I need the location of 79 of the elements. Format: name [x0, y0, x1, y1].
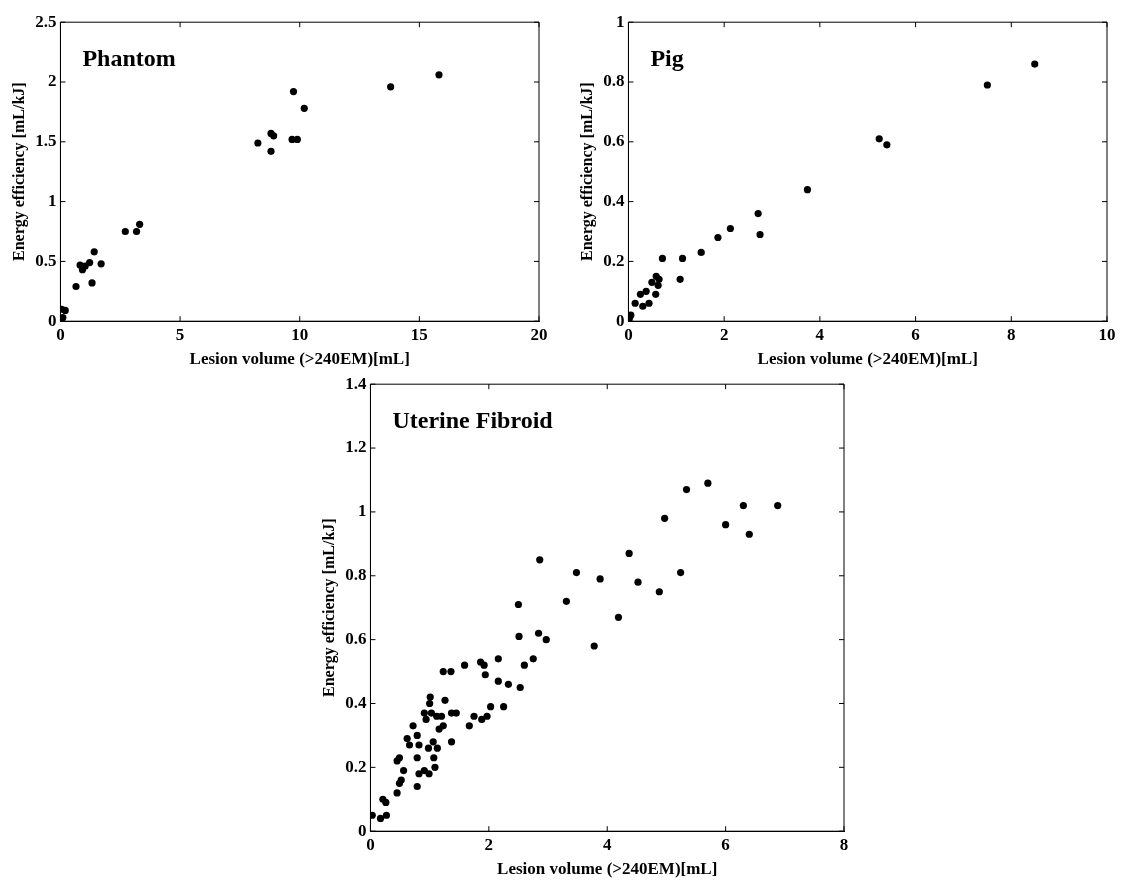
point — [300, 104, 308, 112]
x-tick-label: 4 — [815, 324, 825, 344]
point — [435, 71, 443, 79]
x-tick-label: 15 — [410, 324, 428, 344]
point — [293, 135, 301, 144]
x-tick-label: 6 — [721, 834, 730, 854]
point — [676, 275, 684, 283]
point — [754, 209, 762, 218]
y-tick-label: 2.5 — [35, 11, 57, 31]
x-axis-title: Lesion volume (>240EM)[mL] — [757, 349, 978, 369]
x-axis-title: Lesion volume (>240EM)[mL] — [497, 859, 718, 879]
x-tick-label: 2 — [484, 834, 494, 854]
point — [697, 248, 705, 257]
point — [678, 254, 687, 263]
point — [1031, 60, 1039, 68]
point — [883, 141, 891, 149]
text: Pig — [650, 45, 684, 72]
point — [90, 248, 98, 256]
point — [875, 135, 883, 143]
point — [121, 227, 129, 236]
y-tick-label: 1 — [615, 11, 625, 31]
point — [645, 299, 653, 307]
point — [289, 87, 298, 96]
y-axis-title: Energy efficiency [mL/kJ] — [319, 518, 338, 698]
point — [983, 81, 991, 89]
x-tick-label: 5 — [175, 324, 185, 344]
point — [642, 287, 650, 295]
y-tick-label: 2 — [47, 71, 57, 91]
point — [631, 299, 639, 307]
point — [267, 147, 275, 155]
point — [658, 254, 667, 263]
y-tick-label: 1 — [47, 190, 57, 210]
point — [726, 224, 734, 233]
x-tick-label: 10 — [1098, 324, 1116, 344]
x-tick-label: 2 — [719, 324, 729, 344]
y-tick-label: 0 — [47, 310, 57, 330]
point — [88, 279, 96, 287]
point — [636, 290, 645, 298]
point — [132, 227, 141, 236]
y-tick-label: 0 — [357, 820, 367, 840]
x-tick-label: 4 — [602, 834, 612, 854]
y-tick-label: 0.4 — [345, 692, 367, 712]
y-tick-label: 1.2 — [345, 437, 367, 457]
point — [714, 233, 722, 242]
x-tick-label: 10 — [291, 324, 309, 344]
point — [86, 259, 94, 267]
point — [97, 260, 105, 268]
y-tick-label: 0.4 — [603, 190, 625, 210]
y-tick-label: 0.2 — [345, 756, 367, 776]
x-tick-label: 8 — [1007, 324, 1016, 344]
point — [254, 139, 262, 147]
x-tick-label: 8 — [839, 834, 849, 854]
point — [654, 281, 662, 289]
point — [639, 302, 647, 310]
y-tick-label: 0.8 — [603, 71, 625, 91]
text: Uterine Fibroid — [392, 407, 554, 434]
y-tick-label: 0 — [615, 310, 625, 330]
y-tick-label: 1.5 — [35, 131, 57, 151]
point — [756, 230, 764, 239]
y-tick-label: 1 — [357, 501, 367, 521]
text: Phantom — [82, 45, 176, 72]
y-tick-label: 1.4 — [345, 373, 367, 393]
point — [803, 186, 812, 194]
y-tick-label: 0.6 — [345, 629, 367, 649]
x-tick-label: 6 — [911, 324, 920, 344]
point — [648, 278, 656, 286]
y-tick-label: 0.2 — [603, 250, 625, 270]
x-axis-title: Lesion volume (>240EM)[mL] — [189, 349, 410, 369]
y-axis-title: Energy efficiency [mL/kJ] — [577, 82, 596, 262]
point — [72, 282, 80, 291]
point — [60, 314, 67, 322]
y-axis-title: Energy efficiency [mL/kJ] — [9, 82, 28, 262]
point — [136, 220, 144, 228]
y-tick-label: 0.6 — [603, 131, 625, 151]
x-tick-label: 20 — [530, 324, 548, 344]
point — [652, 290, 660, 298]
y-tick-label: 0.8 — [345, 565, 367, 585]
point — [387, 83, 395, 91]
y-tick-label: 0.5 — [35, 250, 57, 270]
